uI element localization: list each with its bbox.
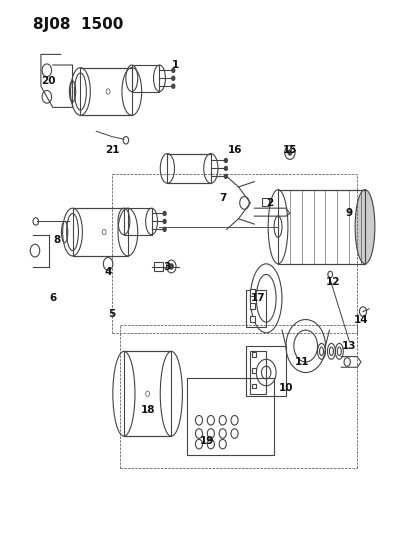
Text: 17: 17 [251,293,265,303]
Bar [252,352,256,357]
Bar [250,303,255,309]
Circle shape [172,76,175,80]
Bar [252,368,256,373]
Text: 18: 18 [140,405,155,415]
Text: 19: 19 [200,437,214,447]
Bar [72,208,128,256]
Bar [80,68,132,115]
Text: 6: 6 [49,293,57,303]
Text: 16: 16 [227,145,242,155]
Bar [262,198,269,206]
Circle shape [172,84,175,88]
Text: 8J08  1500: 8J08 1500 [33,17,123,33]
Text: 4: 4 [104,267,112,277]
Bar [246,290,266,327]
Text: 15: 15 [283,145,297,155]
Bar [250,289,255,296]
Text: 21: 21 [105,145,119,155]
Circle shape [163,212,166,216]
Circle shape [224,174,227,179]
Circle shape [224,166,227,171]
Circle shape [163,219,166,223]
Text: 5: 5 [108,309,116,319]
Bar [246,346,286,397]
Text: 14: 14 [354,314,369,325]
Bar [124,351,171,436]
Text: 13: 13 [342,341,357,351]
Text: 20: 20 [41,76,56,86]
Text: 7: 7 [219,192,226,203]
Text: 1: 1 [172,60,179,70]
Bar [154,262,164,271]
Text: 12: 12 [326,277,341,287]
Text: 8: 8 [53,235,60,245]
Circle shape [288,150,292,155]
Bar [168,154,211,183]
Ellipse shape [355,190,375,264]
Bar [124,208,152,235]
Text: 2: 2 [267,198,274,208]
Text: 10: 10 [279,383,293,393]
Bar [252,384,256,389]
Bar [250,316,255,322]
Text: 9: 9 [345,208,353,219]
Circle shape [163,227,166,231]
Bar [132,65,160,92]
Text: 3: 3 [164,262,171,271]
Bar [250,351,266,394]
Text: 11: 11 [295,357,309,367]
Circle shape [224,158,227,163]
Bar [278,190,365,264]
Bar [187,378,274,455]
Circle shape [170,264,173,269]
Circle shape [172,68,175,72]
